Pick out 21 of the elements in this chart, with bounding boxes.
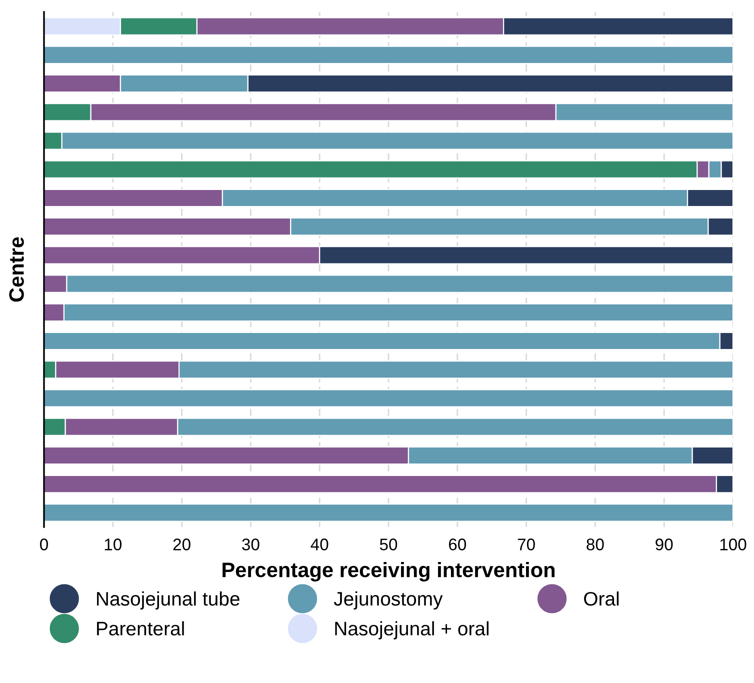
x-tick-label: 60 xyxy=(448,538,466,550)
bar xyxy=(44,389,733,408)
x-tick-label: 40 xyxy=(310,538,328,550)
x-tick-label: 100 xyxy=(720,538,746,550)
legend-label: Jejunostomy xyxy=(334,591,443,610)
y-axis-title: Centre xyxy=(9,237,24,302)
bar xyxy=(44,46,733,64)
x-tick-label: 70 xyxy=(518,538,535,550)
x-tick-label: 10 xyxy=(104,538,122,550)
x-tick-label: 0 xyxy=(40,538,48,550)
legend-label: Parenteral xyxy=(97,621,184,636)
legend-label: Nasojejunal tube xyxy=(97,591,240,610)
legend-label: Oral xyxy=(584,591,619,606)
x-tick-label: 90 xyxy=(656,538,673,550)
x-tick-label: 50 xyxy=(380,538,398,550)
x-tick-label: 20 xyxy=(173,538,190,550)
x-axis-title: Percentage receiving intervention xyxy=(222,562,555,582)
x-tick-label: 30 xyxy=(242,538,260,550)
x-tick-label: 80 xyxy=(586,538,604,550)
legend-label: Nasojejunal + oral xyxy=(335,621,489,640)
bar xyxy=(44,504,733,522)
